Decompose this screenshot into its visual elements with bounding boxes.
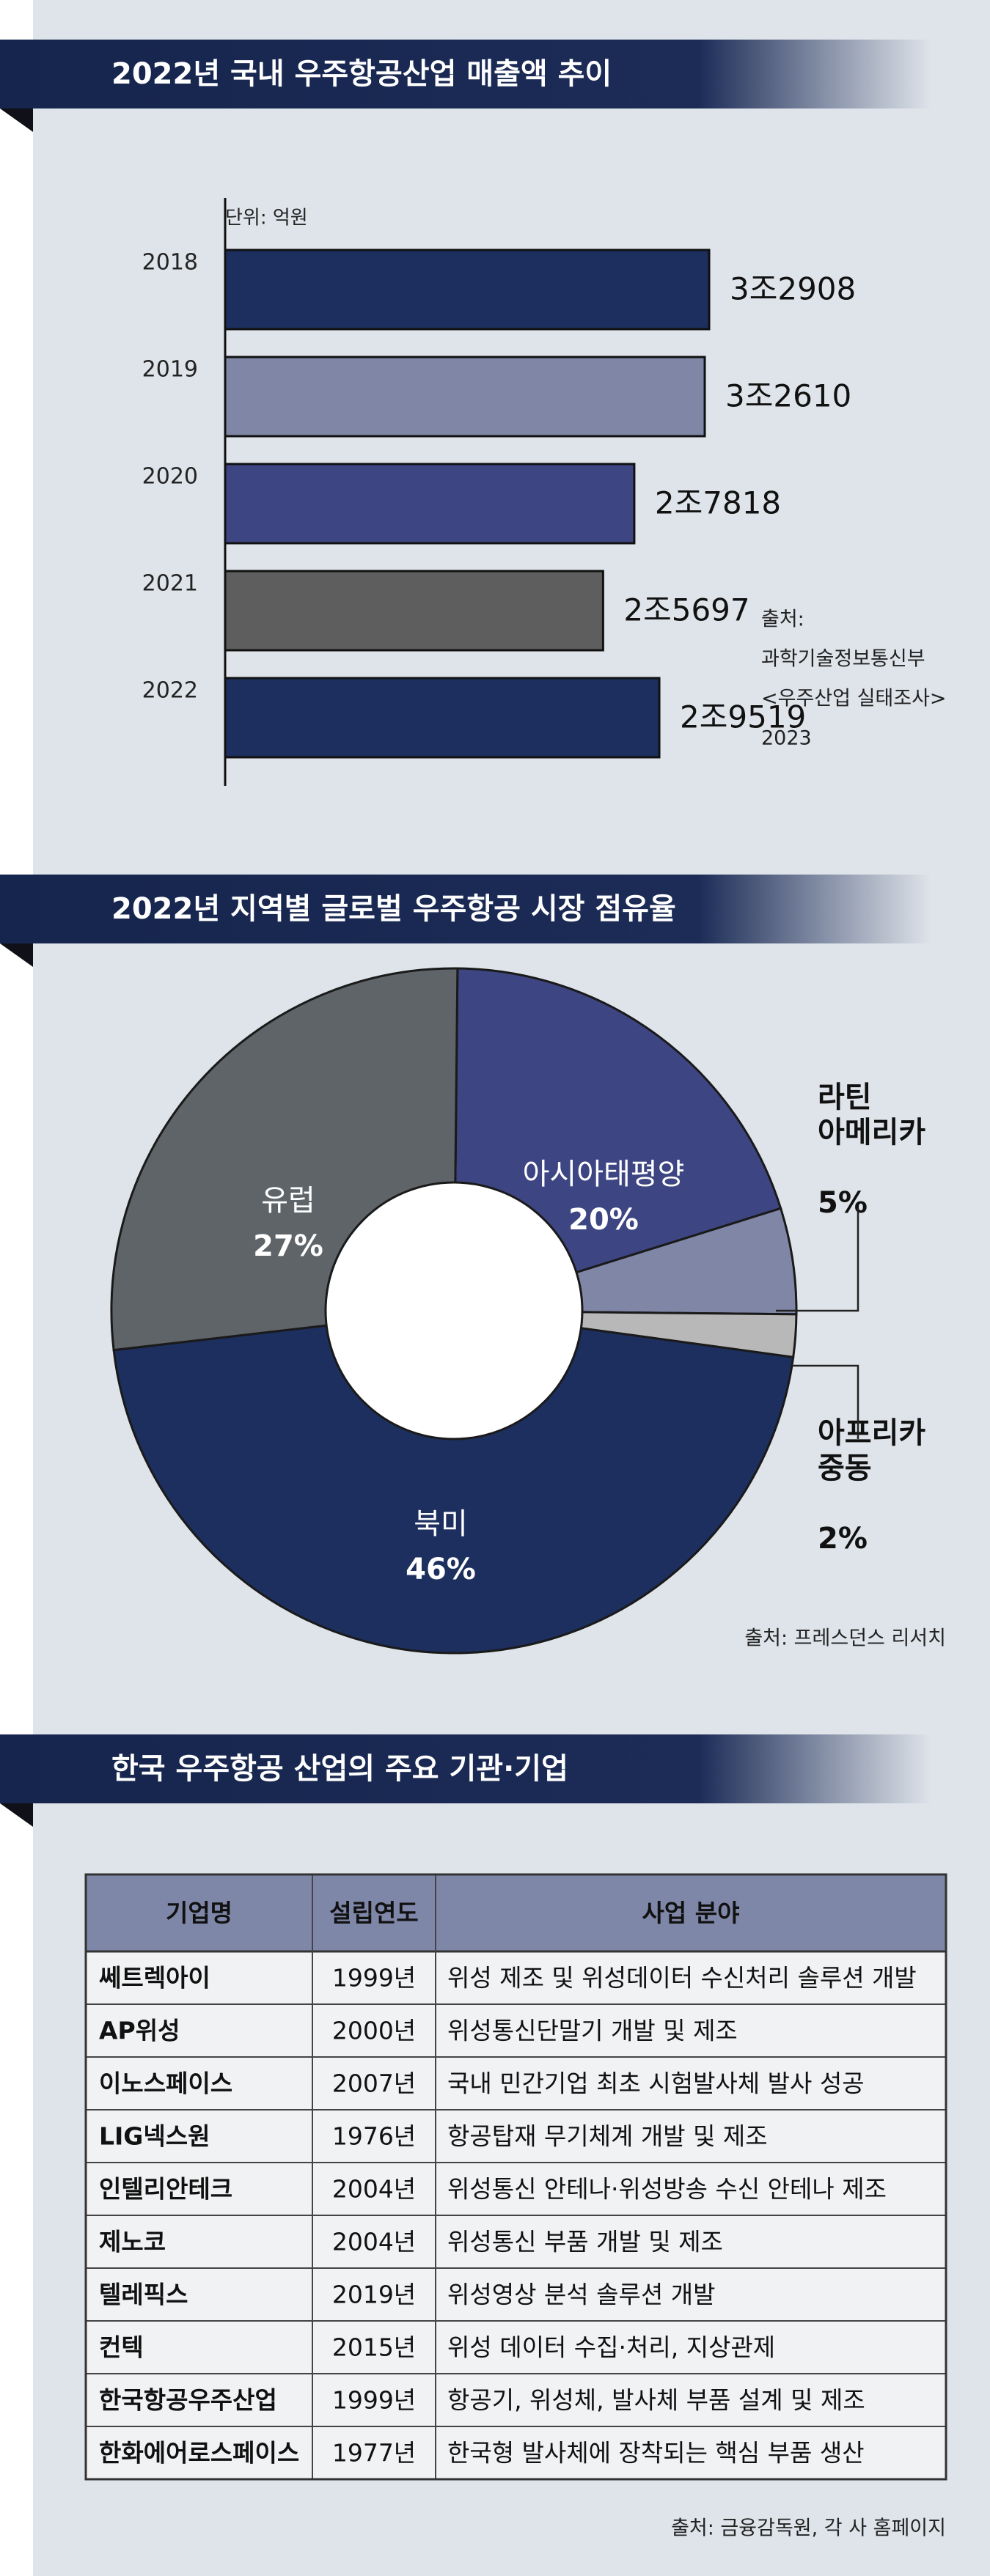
bar bbox=[224, 249, 711, 331]
section-title: 2022년 지역별 글로벌 우주항공 시장 점유율 bbox=[111, 892, 676, 926]
slice-value: 46% bbox=[406, 1553, 476, 1586]
cell-company: LIG넥스원 bbox=[99, 2122, 210, 2151]
title-banner bbox=[0, 875, 931, 943]
cell-year: 1976년 bbox=[332, 2122, 416, 2151]
slice-label-box: 아프리카 중동 bbox=[818, 1416, 926, 1485]
cell-company: 한국항공우주산업 bbox=[99, 2386, 277, 2415]
source-line: 과학기술정보통신부 bbox=[761, 648, 925, 671]
slice-label: 유럽 bbox=[261, 1184, 315, 1218]
slice-label-box: 라틴 아메리카 bbox=[818, 1081, 926, 1149]
cell-company: 쎄트렉아이 bbox=[99, 1964, 210, 1992]
column-header: 사업 분야 bbox=[642, 1899, 740, 1927]
banner-fold bbox=[0, 943, 33, 967]
cell-company: 한화에어로스페이스 bbox=[99, 2439, 299, 2468]
cell-field: 위성통신 안테나·위성방송 수신 안테나 제조 bbox=[447, 2175, 887, 2204]
slice-value: 2% bbox=[818, 1522, 868, 1556]
bar bbox=[224, 570, 604, 652]
value-label: 2조9519 bbox=[680, 699, 806, 735]
slice-value: 27% bbox=[253, 1229, 323, 1263]
slice-value: 5% bbox=[818, 1186, 868, 1220]
value-label: 3조2610 bbox=[725, 378, 851, 414]
donut-slice bbox=[112, 1309, 795, 1655]
cell-year: 1977년 bbox=[332, 2439, 416, 2468]
bar bbox=[224, 677, 661, 759]
cell-field: 한국형 발사체에 장착되는 핵심 부품 생산 bbox=[447, 2439, 865, 2468]
banner-fold bbox=[0, 108, 33, 132]
cell-company: 이노스페이스 bbox=[99, 2069, 232, 2098]
cell-field: 국내 민간기업 최초 시험발사체 발사 성공 bbox=[447, 2069, 865, 2098]
cell-year: 2004년 bbox=[332, 2175, 416, 2204]
cell-company: AP위성 bbox=[99, 2017, 180, 2045]
title-banner bbox=[0, 40, 931, 108]
source-text: 출처: 금융감독원, 각 사 홈페이지 bbox=[671, 2517, 946, 2540]
cell-field: 항공탑재 무기체계 개발 및 제조 bbox=[447, 2122, 768, 2151]
leader-line bbox=[776, 1208, 859, 1312]
cell-field: 위성통신단말기 개발 및 제조 bbox=[447, 2017, 738, 2045]
slice-label: 아프리카 중동 bbox=[818, 1416, 926, 1485]
column-header: 기업명 bbox=[166, 1899, 232, 1927]
cell-year: 2015년 bbox=[332, 2333, 416, 2362]
source-line: 출처: bbox=[761, 608, 804, 631]
column-header: 설립연도 bbox=[329, 1899, 418, 1927]
table-header-bg bbox=[86, 1874, 946, 1951]
category-label: 2019 bbox=[142, 357, 198, 383]
cell-year: 2004년 bbox=[332, 2228, 416, 2256]
slice-label: 북미 bbox=[414, 1507, 468, 1541]
cell-field: 위성 제조 및 위성데이터 수신처리 솔루션 개발 bbox=[447, 1964, 917, 1992]
unit-label: 단위: 억원 bbox=[225, 207, 308, 229]
bar bbox=[224, 463, 636, 545]
title-banner bbox=[0, 1734, 931, 1803]
table-border bbox=[84, 1873, 947, 2481]
cell-field: 항공기, 위성체, 발사체 부품 설계 및 제조 bbox=[447, 2386, 865, 2415]
cell-year: 1999년 bbox=[332, 2386, 416, 2415]
category-label: 2020 bbox=[142, 464, 198, 490]
donut-hole bbox=[324, 1181, 584, 1440]
cell-field: 위성영상 분석 솔루션 개발 bbox=[447, 2281, 715, 2309]
cell-year: 2019년 bbox=[332, 2281, 416, 2309]
cell-company: 제노코 bbox=[99, 2228, 166, 2256]
source-line: <우주산업 실태조사> bbox=[761, 688, 947, 710]
source-line: 2023 bbox=[761, 727, 812, 750]
category-label: 2021 bbox=[142, 571, 198, 597]
cell-company: 텔레픽스 bbox=[99, 2281, 188, 2309]
section-title: 2022년 국내 우주항공산업 매출액 추이 bbox=[111, 57, 612, 91]
value-label: 2조7818 bbox=[655, 485, 781, 521]
category-label: 2022 bbox=[142, 678, 198, 704]
cell-company: 컨텍 bbox=[99, 2333, 144, 2362]
slice-value: 20% bbox=[568, 1203, 639, 1237]
value-label: 3조2908 bbox=[730, 271, 856, 307]
cell-field: 위성 데이터 수집·처리, 지상관제 bbox=[447, 2333, 775, 2362]
banner-fold bbox=[0, 1803, 33, 1827]
bar bbox=[224, 356, 706, 438]
slice-label: 아시아태평양 bbox=[523, 1158, 685, 1191]
category-label: 2018 bbox=[142, 250, 198, 276]
cell-company: 인텔리안테크 bbox=[99, 2175, 232, 2204]
source-text: 출처: 프레스던스 리서치 bbox=[744, 1627, 946, 1650]
cell-year: 2007년 bbox=[332, 2069, 416, 2098]
slice-label: 라틴 아메리카 bbox=[818, 1081, 926, 1149]
cell-year: 2000년 bbox=[332, 2017, 416, 2045]
leader-line bbox=[792, 1364, 859, 1439]
cell-field: 위성통신 부품 개발 및 제조 bbox=[447, 2228, 723, 2256]
value-label: 2조5697 bbox=[623, 592, 749, 628]
cell-year: 1999년 bbox=[332, 1964, 416, 1992]
section-title: 한국 우주항공 산업의 주요 기관·기업 bbox=[111, 1752, 568, 1786]
